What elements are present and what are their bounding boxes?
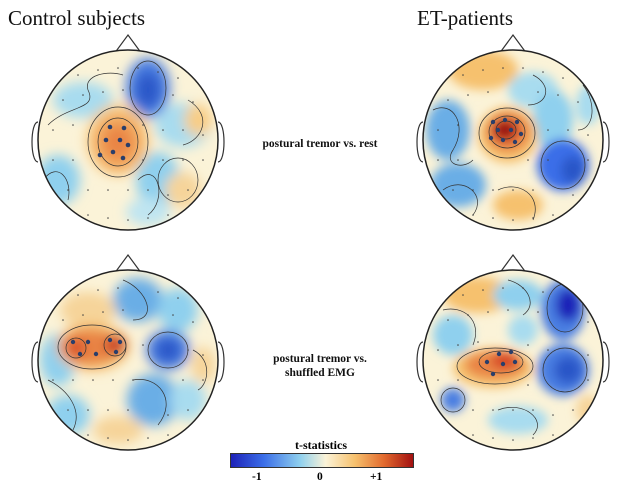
topomap-control-shuffled [31,253,225,451]
colorbar-gradient [230,453,414,468]
colorbar-title: t-statistics [295,438,347,452]
row-label-1-line1: postural tremor vs. rest [262,138,378,150]
column-title-et: ET-patients [417,6,514,30]
colorbar-tick-min: -1 [252,471,262,483]
colorbar-legend: t-statistics -1 0 +1 [228,438,414,488]
topomap-et-rest [416,33,610,231]
row-label-postural-vs-rest: postural tremor vs. rest [240,137,400,151]
colorbar-tick-zero: 0 [317,471,323,483]
topomap-et-shuffled [416,253,610,451]
row-label-2-line2: shuffled EMG [285,367,355,379]
column-title-control: Control subjects [8,6,146,30]
row-label-postural-vs-shuffled: postural tremor vs. shuffled EMG [240,352,400,380]
topomap-control-rest [31,33,225,231]
row-label-2-line1: postural tremor vs. [273,353,367,365]
colorbar-tick-max: +1 [370,471,383,483]
